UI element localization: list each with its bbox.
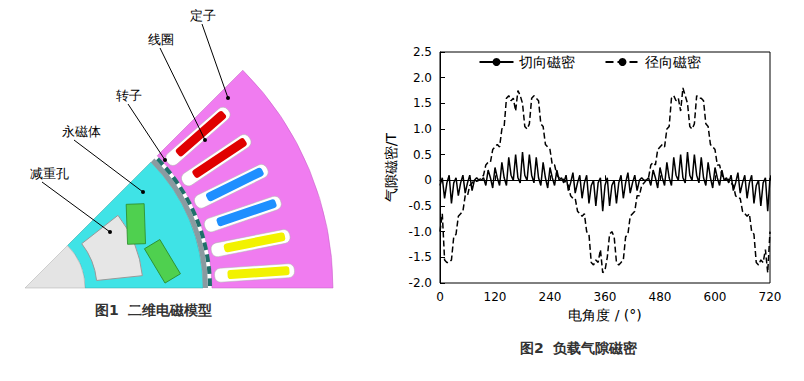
svg-text:360: 360 — [594, 290, 617, 304]
html-text:图1 二维电磁模型: 图1 二维电磁模型 — [95, 302, 213, 318]
svg-text:定子: 定子 — [190, 8, 216, 23]
svg-text:永磁体: 永磁体 — [62, 124, 101, 139]
svg-text:径向磁密: 径向磁密 — [645, 54, 701, 70]
svg-text:600: 600 — [704, 290, 727, 304]
html-text:图2 负载气隙磁密: 图2 负载气隙磁密 — [520, 340, 638, 356]
svg-text:0: 0 — [424, 173, 432, 187]
svg-text:1.0: 1.0 — [413, 122, 432, 136]
svg-text:1.5: 1.5 — [413, 96, 432, 110]
svg-text:720: 720 — [759, 290, 782, 304]
svg-text:-1.5: -1.5 — [409, 250, 432, 264]
svg-text:-1.0: -1.0 — [409, 225, 432, 239]
svg-text:240: 240 — [539, 290, 562, 304]
svg-text:0: 0 — [436, 290, 444, 304]
svg-text:切向磁密: 切向磁密 — [519, 54, 575, 70]
svg-text:120: 120 — [484, 290, 507, 304]
svg-text:-0.5: -0.5 — [409, 199, 432, 213]
svg-text:气隙磁密/T: 气隙磁密/T — [383, 132, 399, 202]
svg-text:0.5: 0.5 — [413, 148, 432, 162]
svg-text:电角度 / (°): 电角度 / (°) — [568, 307, 642, 323]
svg-text:转子: 转子 — [116, 88, 142, 103]
svg-text:-2.0: -2.0 — [409, 276, 432, 290]
svg-text:2.5: 2.5 — [413, 45, 432, 59]
svg-text:480: 480 — [649, 290, 672, 304]
svg-text:减重孔: 减重孔 — [30, 166, 69, 181]
svg-text:线圈: 线圈 — [148, 32, 174, 47]
svg-text:2.0: 2.0 — [413, 71, 432, 85]
